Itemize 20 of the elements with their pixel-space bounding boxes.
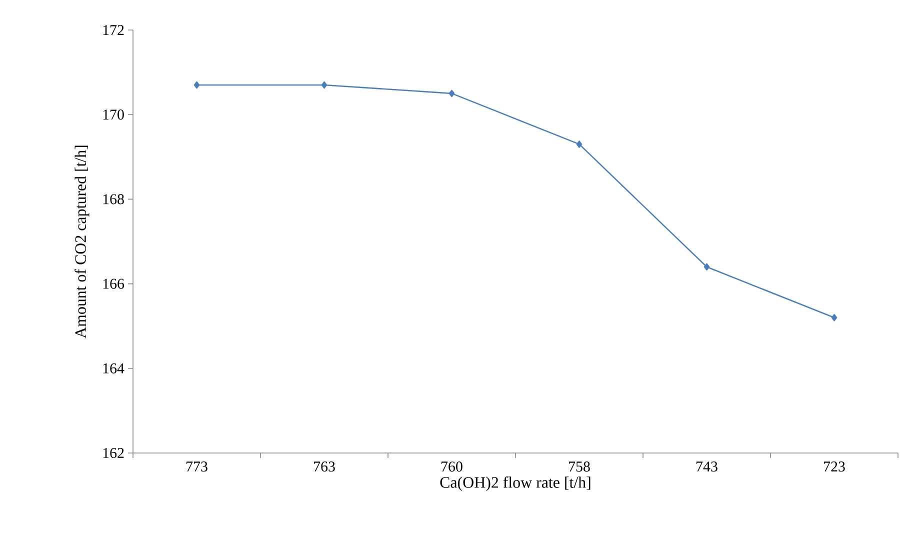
y-tick-label: 170 bbox=[103, 110, 124, 120]
x-tick-label: 723 bbox=[824, 462, 845, 472]
x-tick-label: 763 bbox=[314, 462, 335, 472]
point bbox=[704, 263, 710, 271]
y-tick-label: 172 bbox=[103, 25, 124, 35]
point bbox=[194, 81, 200, 89]
point bbox=[448, 90, 455, 98]
x-tick-label: 760 bbox=[442, 462, 462, 472]
x-tick-label: 758 bbox=[569, 462, 590, 472]
x-tick-label: 773 bbox=[186, 462, 208, 472]
y-tick-label: 162 bbox=[103, 448, 124, 458]
point bbox=[576, 140, 582, 148]
y-tick-label: 168 bbox=[103, 194, 124, 204]
point bbox=[321, 81, 328, 89]
y-tick-label: 166 bbox=[103, 278, 124, 289]
y-tick-label: 164 bbox=[103, 363, 124, 374]
x-axis-title: Ca(OH)2 flow rate [t/h] bbox=[440, 476, 590, 492]
point bbox=[831, 314, 838, 322]
y-axis-title: Amount of CO2 captured [t/h] bbox=[74, 146, 90, 338]
x-tick-label: 743 bbox=[696, 462, 718, 472]
